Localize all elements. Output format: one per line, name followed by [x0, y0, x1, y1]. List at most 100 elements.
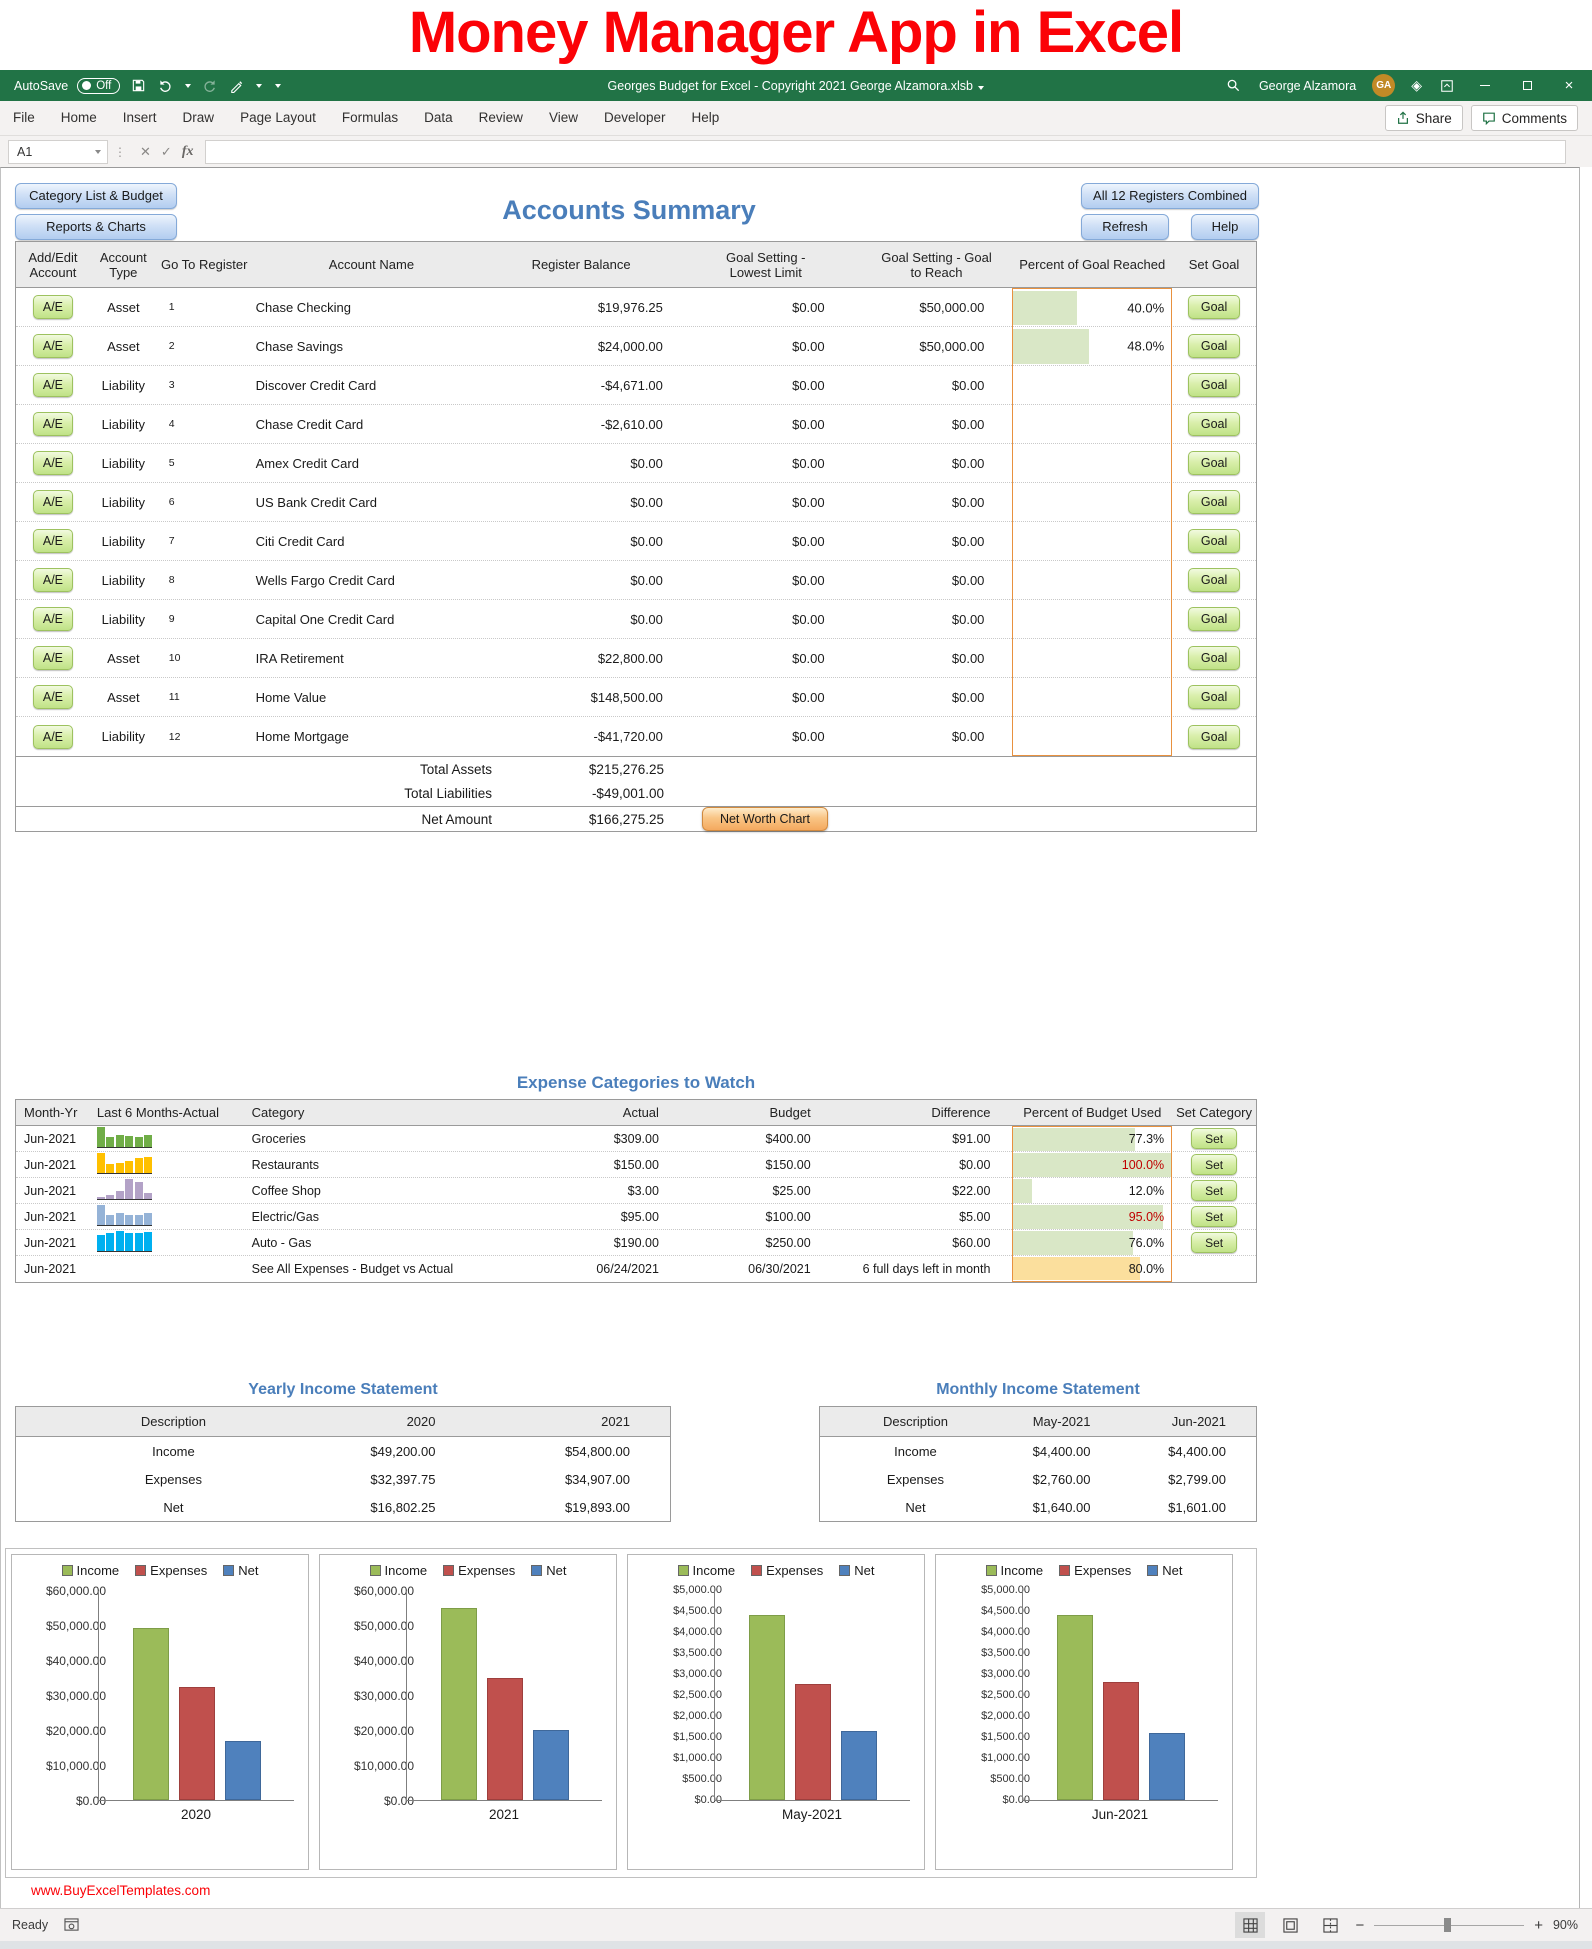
goal-to-reach: $0.00 [951, 572, 985, 588]
premium-diamond-icon[interactable]: ◈ [1411, 77, 1422, 93]
share-icon [1397, 111, 1408, 124]
add-edit-account-button[interactable]: A/E [32, 295, 73, 319]
add-edit-account-button[interactable]: A/E [32, 412, 73, 436]
set-goal-button[interactable]: Goal [1188, 373, 1241, 397]
undo-icon[interactable] [156, 77, 174, 95]
add-edit-account-button[interactable]: A/E [32, 568, 73, 592]
income-row-value-1: $2,760.00 [1032, 1471, 1091, 1487]
formula-input[interactable] [205, 139, 1566, 164]
tab-developer[interactable]: Developer [603, 110, 666, 125]
add-edit-account-button[interactable]: A/E [32, 334, 73, 358]
maximize-button[interactable] [1514, 75, 1540, 97]
comments-button[interactable]: Comments [1470, 105, 1578, 131]
header-account-name: Account Name [328, 257, 415, 272]
page-layout-view-button[interactable] [1275, 1912, 1305, 1938]
set-goal-button[interactable]: Goal [1188, 490, 1241, 514]
set-category-button[interactable]: Set [1191, 1206, 1238, 1227]
legend-swatch [839, 1565, 851, 1576]
income-statement-row: Net $1,640.00 $1,601.00 [820, 1493, 1256, 1521]
add-edit-account-button[interactable]: A/E [32, 529, 73, 553]
tab-insert[interactable]: Insert [122, 110, 157, 125]
maximize-icon [1522, 81, 1532, 90]
avatar[interactable]: GA [1372, 74, 1396, 97]
add-edit-account-button[interactable]: A/E [32, 490, 73, 514]
formula-bar-expand[interactable] [1570, 139, 1588, 164]
close-button[interactable]: × [1564, 77, 1574, 94]
legend-item-expenses: Expenses [135, 1563, 207, 1578]
document-title[interactable]: Georges Budget for Excel - Copyright 202… [0, 79, 1592, 93]
zoom-slider[interactable] [1374, 1918, 1525, 1932]
set-goal-button[interactable]: Goal [1188, 295, 1241, 319]
tab-page-layout[interactable]: Page Layout [240, 110, 316, 125]
set-goal-button[interactable]: Goal [1188, 568, 1241, 592]
add-edit-account-button[interactable]: A/E [32, 373, 73, 397]
zoom-level[interactable]: 90% [1552, 1918, 1578, 1932]
set-goal-button[interactable]: Goal [1188, 451, 1241, 475]
goal-to-reach: $0.00 [951, 494, 985, 510]
legend-item-net: Net [531, 1563, 566, 1578]
cancel-icon[interactable]: ✕ [140, 143, 151, 159]
macro-record-icon[interactable] [62, 1916, 80, 1934]
expense-actual: $3.00 [627, 1183, 659, 1198]
add-edit-account-button[interactable]: A/E [32, 451, 73, 475]
search-icon[interactable] [1225, 77, 1243, 95]
tab-data[interactable]: Data [424, 110, 453, 125]
name-box[interactable]: A1 [8, 139, 108, 164]
insert-function-icon[interactable]: fx [181, 143, 194, 159]
set-category-button[interactable]: Set [1191, 1128, 1238, 1149]
add-edit-account-button[interactable]: A/E [32, 724, 73, 749]
page-layout-icon [1283, 1917, 1298, 1933]
y-axis-tick: $2,500.00 [673, 1689, 722, 1701]
add-edit-account-button[interactable]: A/E [32, 685, 73, 709]
save-icon[interactable] [129, 77, 147, 95]
zoom-out-button[interactable]: − [1355, 1916, 1365, 1934]
net-worth-chart-button[interactable]: Net Worth Chart [702, 807, 828, 831]
set-category-button[interactable]: Set [1191, 1180, 1238, 1201]
set-category-button[interactable]: Set [1191, 1232, 1238, 1253]
set-goal-button[interactable]: Goal [1188, 334, 1241, 358]
set-goal-button[interactable]: Goal [1188, 607, 1241, 631]
y-axis-tick: $3,000.00 [673, 1668, 722, 1680]
enter-icon[interactable]: ✓ [160, 143, 172, 159]
ribbon-display-options-icon[interactable] [1438, 77, 1456, 95]
set-goal-button[interactable]: Goal [1188, 529, 1241, 553]
tab-file[interactable]: File [13, 110, 35, 125]
tab-help[interactable]: Help [691, 110, 720, 125]
normal-view-button[interactable] [1235, 1912, 1266, 1938]
accounts-summary-title: Accounts Summary [502, 195, 756, 225]
minimize-button[interactable] [1472, 75, 1498, 97]
page-break-view-button[interactable] [1315, 1912, 1345, 1938]
set-goal-button[interactable]: Goal [1188, 646, 1241, 670]
touch-mode-icon[interactable] [227, 77, 245, 95]
category-list-budget-button[interactable]: Category List & Budget [15, 183, 177, 209]
tab-view[interactable]: View [548, 110, 578, 125]
add-edit-account-button[interactable]: A/E [32, 646, 73, 670]
share-button[interactable]: Share [1384, 105, 1463, 131]
bar-income [133, 1628, 169, 1800]
set-category-button[interactable]: Set [1191, 1154, 1238, 1175]
refresh-button[interactable]: Refresh [1081, 214, 1169, 240]
user-name[interactable]: George Alzamora [1258, 78, 1357, 93]
reports-charts-button[interactable]: Reports & Charts [15, 214, 177, 240]
set-goal-button[interactable]: Goal [1188, 412, 1241, 436]
tab-home[interactable]: Home [60, 110, 97, 125]
y-axis-tick: $5,000.00 [981, 1584, 1030, 1596]
y-axis-tick: $10,000.00 [45, 1759, 106, 1773]
grid-view-icon [1243, 1917, 1258, 1933]
tab-review[interactable]: Review [478, 110, 523, 125]
undo-chevron-icon[interactable] [185, 83, 192, 88]
yearly-income-title: Yearly Income Statement [248, 1381, 438, 1398]
set-goal-button[interactable]: Goal [1188, 724, 1241, 749]
touch-mode-chevron-icon[interactable] [256, 83, 263, 88]
help-button[interactable]: Help [1191, 214, 1259, 240]
zoom-in-button[interactable]: + [1534, 1916, 1543, 1934]
quick-access-overflow-icon[interactable] [275, 83, 282, 88]
set-goal-button[interactable]: Goal [1188, 685, 1241, 709]
all-registers-button[interactable]: All 12 Registers Combined [1081, 183, 1259, 209]
website-link[interactable]: www.BuyExcelTemplates.com [31, 1883, 211, 1898]
add-edit-account-button[interactable]: A/E [32, 607, 73, 631]
autosave-toggle[interactable]: Off [77, 77, 121, 94]
zoom-slider-handle[interactable] [1444, 1918, 1452, 1932]
tab-draw[interactable]: Draw [182, 110, 215, 125]
tab-formulas[interactable]: Formulas [341, 110, 399, 125]
